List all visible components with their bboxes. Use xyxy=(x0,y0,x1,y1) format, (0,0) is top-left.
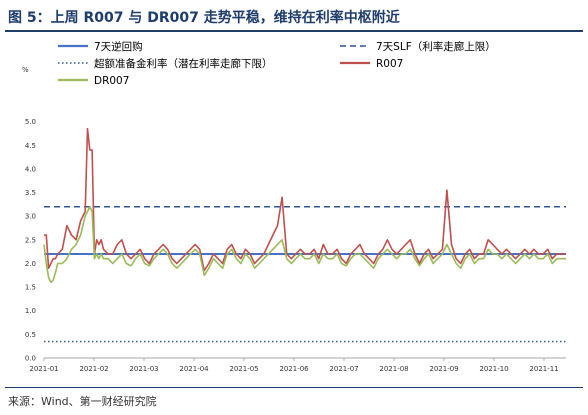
x-tick-label: 2021-01 xyxy=(29,365,58,373)
y-tick-label: 0.5 xyxy=(25,331,36,339)
y-tick-label: 1.5 xyxy=(25,284,36,292)
x-tick-label: 2021-04 xyxy=(179,365,209,373)
y-tick-label: 2.0 xyxy=(25,260,36,268)
y-tick-label: 4.0 xyxy=(25,165,36,173)
x-tick-label: 2021-05 xyxy=(229,365,258,373)
legend: 7天逆回购 7天SLF（利率走廊上限） 超额准备金利率（潜在利率走廊下限） R007 D… xyxy=(58,40,496,87)
y-unit-label: % xyxy=(22,66,29,74)
x-tick-label: 2021-06 xyxy=(279,365,309,373)
page-title: 图 5：上周 R007 与 DR007 走势平稳，维持在利率中枢附近 xyxy=(8,10,400,26)
x-tick-label: 2021-09 xyxy=(429,365,458,373)
axes: % 0.0 0.5 1.0 1.5 2.0 2.5 3.0 3.5 4.0 4.5 5.0 2021-0… xyxy=(22,66,566,373)
y-tick-label: 1.0 xyxy=(25,307,36,315)
x-tick-label: 2021-11 xyxy=(529,365,558,373)
series-line-3 xyxy=(44,127,566,272)
y-tick-label: 2.5 xyxy=(25,236,36,244)
x-tick-label: 2021-10 xyxy=(479,365,508,373)
series-lines xyxy=(43,127,566,343)
x-tick-label: 2021-03 xyxy=(129,365,158,373)
legend-label-0: 7天逆回购 xyxy=(94,40,143,53)
x-tick-label: 2021-07 xyxy=(329,365,358,373)
y-tick-label: 0.0 xyxy=(25,355,36,363)
legend-label-4: DR007 xyxy=(94,75,129,87)
y-tick-label: 3.5 xyxy=(25,189,36,197)
y-tick-label: 4.5 xyxy=(25,142,36,150)
x-tick-label: 2021-02 xyxy=(79,365,108,373)
legend-label-3: R007 xyxy=(376,58,403,70)
y-tick-label: 5.0 xyxy=(25,118,36,126)
title-bar: 图 5：上周 R007 与 DR007 走势平稳，维持在利率中枢附近 xyxy=(5,4,583,32)
source-note: 来源：Wind、第一财经研究院 xyxy=(8,395,157,408)
y-tick-label: 3.0 xyxy=(25,213,36,221)
legend-label-2: 超额准备金利率（潜在利率走廊下限） xyxy=(94,57,273,70)
source-divider xyxy=(5,387,583,388)
legend-label-1: 7天SLF（利率走廊上限） xyxy=(376,40,496,53)
series-line-4 xyxy=(43,205,566,284)
line-chart: 7天逆回购 7天SLF（利率走廊上限） 超额准备金利率（潜在利率走廊下限） R007 D… xyxy=(22,40,566,373)
x-tick-label: 2021-08 xyxy=(379,365,408,373)
